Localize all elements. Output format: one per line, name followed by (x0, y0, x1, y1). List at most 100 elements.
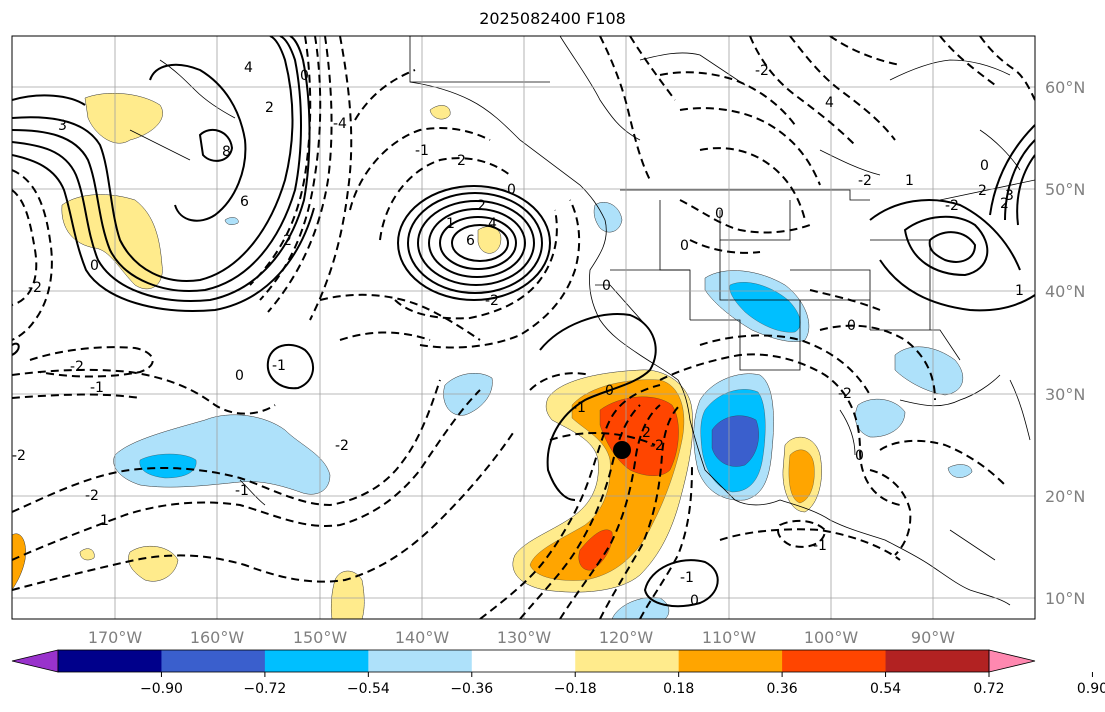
longitude-label: 170°W (88, 628, 143, 647)
solid-contour (451, 224, 509, 262)
solid-contour (869, 199, 1021, 271)
solid-contour (428, 208, 526, 278)
dashed-contour (549, 432, 656, 446)
colorbar: −0.90 −0.72 −0.54 −0.36 −0.18 0.18 0.36 0.54 0.7… (11, 649, 1105, 697)
positive-anomaly-area (128, 545, 179, 582)
dashed-contour (259, 36, 322, 301)
contour-label: -2 (335, 438, 349, 454)
contour-label: -1 (90, 380, 104, 396)
contour-label: 0 (680, 238, 689, 254)
solid-contour (1004, 139, 1035, 221)
longitude-label: 110°W (702, 628, 757, 647)
solid-contour (539, 313, 657, 501)
contour-label: 0 (855, 448, 864, 464)
solid-contour (989, 124, 1035, 216)
map-title: 2025082400 F108 (479, 9, 626, 28)
dashed-contour (394, 209, 558, 320)
solid-contour (397, 185, 551, 301)
dashed-contour (629, 36, 676, 101)
dashed-contour (12, 169, 53, 341)
shaded-anomalies (12, 93, 973, 619)
contour-label: 6 (466, 233, 475, 249)
solid-contour (407, 192, 543, 294)
colorbar-swatch (58, 650, 162, 672)
colorbar-tick-label: 0.54 (870, 681, 901, 697)
contour-label: 2 (642, 425, 651, 441)
colorbar-extend-low (11, 649, 59, 673)
negative-anomaly-area (711, 415, 759, 467)
dashed-contour (12, 379, 441, 513)
negative-anomaly-area (947, 464, 973, 478)
solid-contour (903, 215, 989, 277)
latitude-label: 10°N (1045, 589, 1085, 608)
contour-label: -1 (680, 570, 694, 586)
solid-contour (149, 63, 247, 222)
negative-anomaly-area (593, 202, 623, 233)
colorbar-tick-label: 0.72 (973, 681, 1004, 697)
dashed-contour (267, 36, 333, 313)
solid-contour (12, 36, 302, 292)
positive-anomaly-area (429, 105, 451, 120)
colorbar-tick-label: −0.18 (554, 681, 597, 697)
colorbar-swatch (678, 650, 783, 672)
latitude-axis: 60°N 50°N 40°N 30°N 20°N 10°N (1045, 78, 1085, 608)
contour-label: -2 (755, 63, 769, 79)
contour-label: 0 (847, 318, 856, 334)
latitude-label: 30°N (1045, 385, 1085, 404)
contour-label: 3 (58, 118, 67, 134)
dashed-contour (339, 331, 431, 341)
positive-anomaly-area (79, 548, 95, 561)
contour-label: 3 (1005, 188, 1014, 204)
dashed-contour (12, 389, 481, 561)
latitude-label: 20°N (1045, 487, 1085, 506)
negative-anomaly-area (894, 346, 964, 396)
colorbar-tick-label: −0.72 (243, 681, 286, 697)
contour-label: 4 (244, 60, 253, 76)
dashed-contour (699, 334, 871, 396)
dashed-contour (354, 69, 416, 121)
solid-contour (12, 36, 311, 302)
colorbar-swatch (161, 650, 266, 672)
contour-label: 0 (90, 258, 99, 274)
colorbar-extend-high (988, 649, 1036, 673)
solid-contour (928, 231, 977, 263)
dashed-contour (829, 36, 901, 66)
dashed-contour (349, 127, 491, 211)
dashed-contour (809, 289, 881, 311)
longitude-label: 150°W (293, 628, 348, 647)
negative-anomaly-area (729, 282, 801, 333)
negative-anomaly-area (139, 453, 197, 479)
dashed-contour (679, 199, 811, 234)
contour-label: 0 (507, 182, 516, 198)
contour-label: 0 (715, 206, 724, 222)
positive-anomaly-area (578, 529, 613, 571)
dashed-contour (249, 36, 312, 286)
dashed-contour (29, 346, 154, 378)
contour-label: 1 (1015, 283, 1024, 299)
dashed-contour (379, 157, 511, 241)
negative-anomaly-area (611, 597, 670, 619)
colorbar-swatch (471, 650, 576, 672)
colorbar-frame (57, 649, 990, 673)
positive-anomaly-area (12, 533, 26, 591)
coastlines (129, 36, 1035, 606)
dashed-contour (319, 293, 481, 341)
dashed-contour (659, 71, 796, 126)
solid-contour (12, 94, 86, 106)
positive-anomaly-area (84, 93, 163, 144)
solid-contour (1016, 154, 1035, 226)
solid-contour (439, 216, 517, 270)
contour-label: -2 (858, 173, 872, 189)
dashed-contour (939, 36, 996, 86)
latitude-label: 50°N (1045, 180, 1085, 199)
contour-label: -2 (28, 280, 42, 296)
contour-label: 0 (235, 368, 244, 384)
dashed-contour (519, 404, 641, 619)
dashed-contour (777, 519, 827, 548)
dashed-contour (689, 239, 761, 254)
dashed-contour (599, 36, 651, 181)
longitude-label: 140°W (395, 628, 450, 647)
contour-label: 2 (477, 198, 486, 214)
